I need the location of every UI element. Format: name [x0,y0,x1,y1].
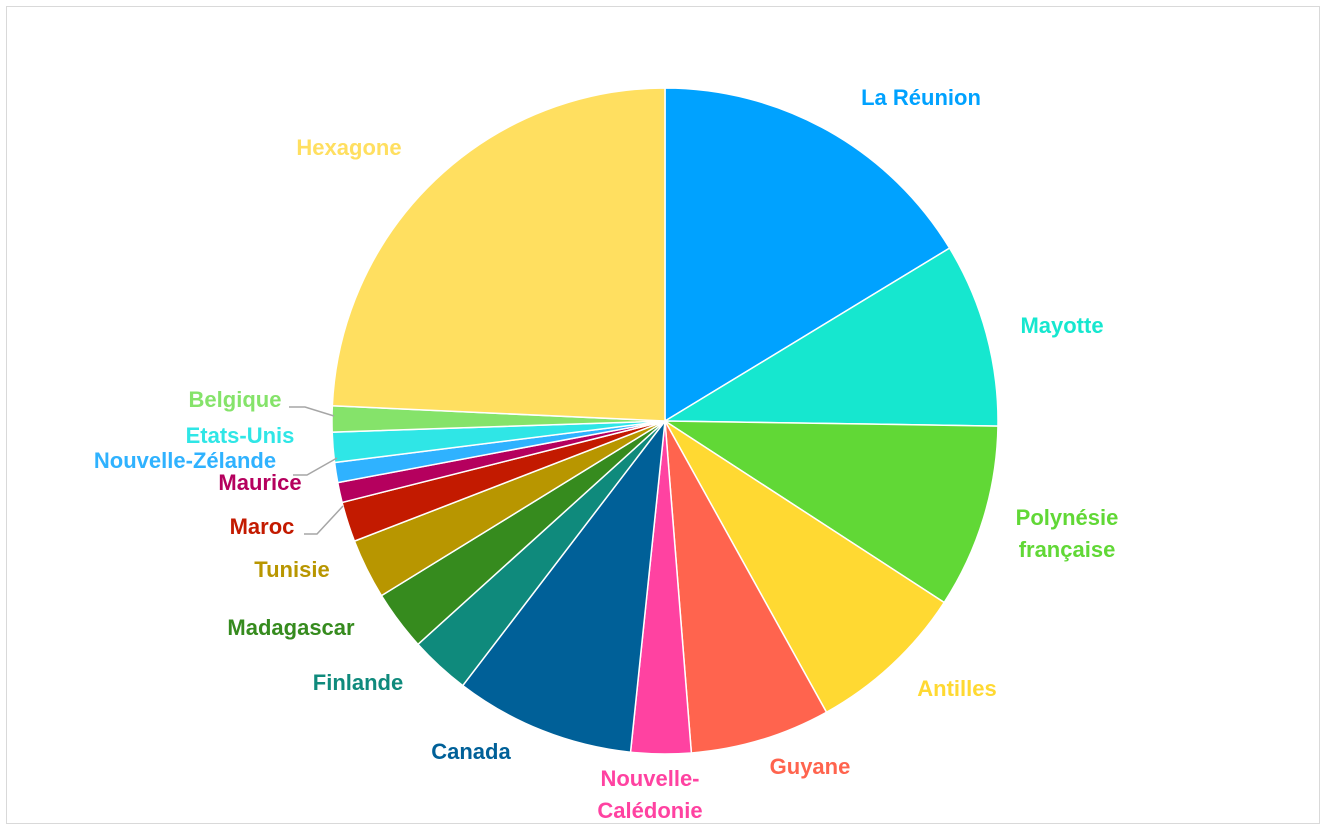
leader-lines [289,406,344,535]
label-maurice: Maurice [218,470,301,495]
label-hexagone: Hexagone [296,135,401,160]
label-guyane: Guyane [770,754,851,779]
pie-slice-la-reunion [664,87,951,423]
label-finlande: Finlande [313,670,403,695]
label-mayotte: Mayotte [1020,313,1103,338]
label-nouvelle-zelande: Nouvelle-Zélande [94,448,276,473]
leader-line-maroc [304,505,344,535]
chart-frame: La Réunion Mayotte Polynésie française Antil… [6,6,1320,824]
label-antilles: Antilles [917,676,996,701]
slice-labels: La Réunion Mayotte Polynésie française Antil… [94,85,1118,823]
pie-slice-guyane [664,420,828,754]
pie-slice-mayotte [662,247,999,427]
pie-slice-canada [461,418,667,754]
leader-line-belgique [289,406,335,417]
label-polynesie-francaise: Polynésie française [1016,505,1119,562]
pie-slices [331,87,999,755]
label-etats-unis: Etats-Unis [186,423,295,448]
label-la-reunion: La Réunion [861,85,981,110]
label-tunisie: Tunisie [254,557,329,582]
pie-slice-polynesie-francaise [662,420,999,604]
label-nouvelle-caledonie: Nouvelle-Calédonie [597,766,702,823]
label-maroc: Maroc [230,514,295,539]
label-belgique: Belgique [189,387,282,412]
leader-line-nouvelle-zelande [293,457,338,476]
pie-slice-antilles [664,420,946,714]
label-madagascar: Madagascar [227,615,355,640]
label-canada: Canada [431,739,511,764]
pie-slice-hexagone [331,87,666,422]
pie-chart: La Réunion Mayotte Polynésie française Antil… [94,85,1118,823]
